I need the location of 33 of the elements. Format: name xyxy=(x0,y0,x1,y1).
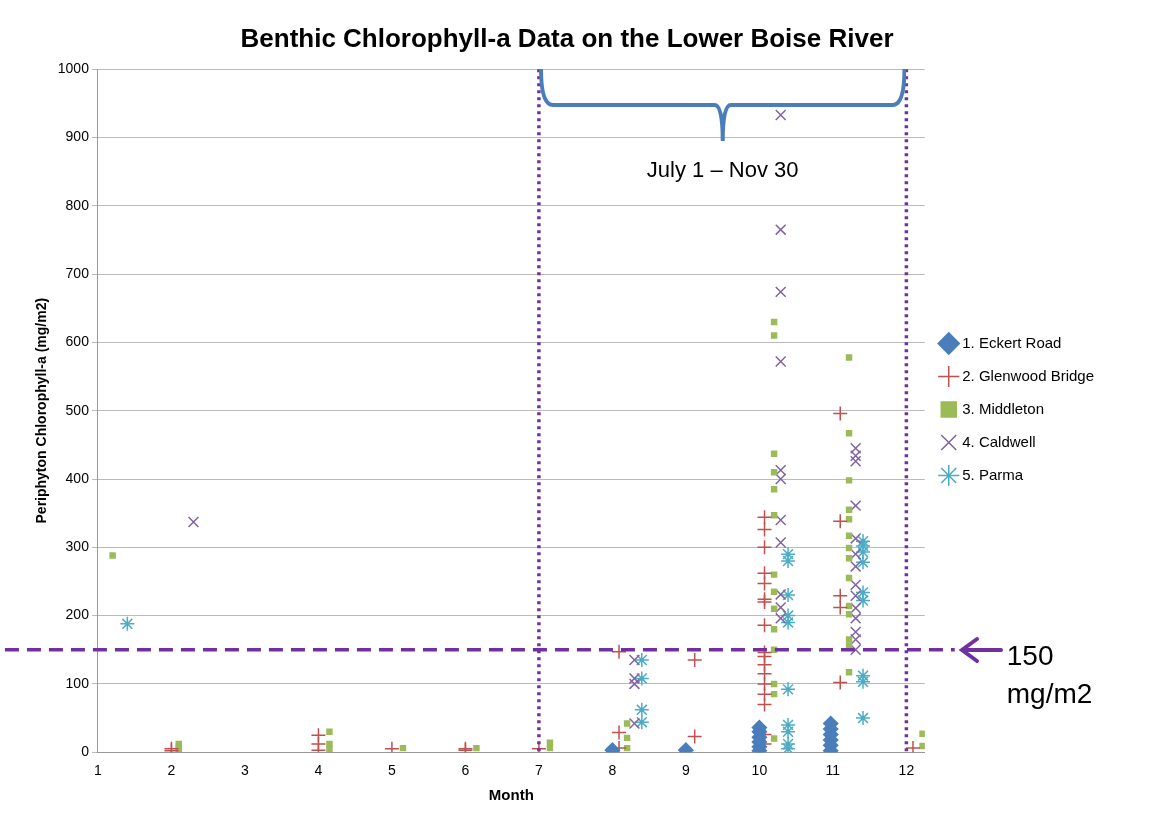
y-tick-label: 400 xyxy=(65,469,90,486)
x-axis-title: Month xyxy=(488,786,534,804)
x-tick-label: 7 xyxy=(535,762,544,779)
y-tick-label: 300 xyxy=(65,538,90,555)
legend-label: 2. Glenwood Bridge xyxy=(962,366,1094,384)
x-tick-label: 8 xyxy=(608,762,617,779)
chart-title: Benthic Chlorophyll-a Data on the Lower Boise River xyxy=(240,22,894,53)
annotation: July 1 – Nov 30 xyxy=(646,157,799,183)
y-tick-label: 900 xyxy=(65,128,90,145)
x-tick-label: 5 xyxy=(388,762,397,779)
y-tick-label: 1000 xyxy=(57,60,90,77)
y-tick-label: 100 xyxy=(65,674,90,691)
y-tick-label: 700 xyxy=(65,264,90,281)
y-tick-label: 200 xyxy=(65,606,90,623)
y-axis-title: Periphyton Chlorophyll-a (mg/m2) xyxy=(33,297,50,524)
x-tick-label: 12 xyxy=(898,762,915,779)
legend-label: 4. Caldwell xyxy=(962,432,1036,450)
x-tick-label: 1 xyxy=(94,762,103,779)
x-tick-label: 11 xyxy=(825,762,841,779)
y-tick-label: 0 xyxy=(81,743,90,760)
legend-label: 5. Parma xyxy=(962,465,1024,483)
y-tick-label: 800 xyxy=(65,196,90,213)
x-tick-label: 2 xyxy=(167,762,176,779)
x-tick-label: 4 xyxy=(314,762,323,779)
x-tick-label: 3 xyxy=(241,762,250,779)
x-tick-label: 10 xyxy=(751,762,768,779)
x-tick-label: 6 xyxy=(461,762,470,779)
legend-label: 3. Middleton xyxy=(962,399,1044,417)
legend-label: 150 mg/m2 xyxy=(1006,640,1093,710)
y-tick-label: 600 xyxy=(65,333,90,350)
x-tick-label: 9 xyxy=(682,762,690,779)
y-tick-label: 500 xyxy=(65,401,90,418)
legend-label: 1. Eckert Road xyxy=(962,333,1062,351)
